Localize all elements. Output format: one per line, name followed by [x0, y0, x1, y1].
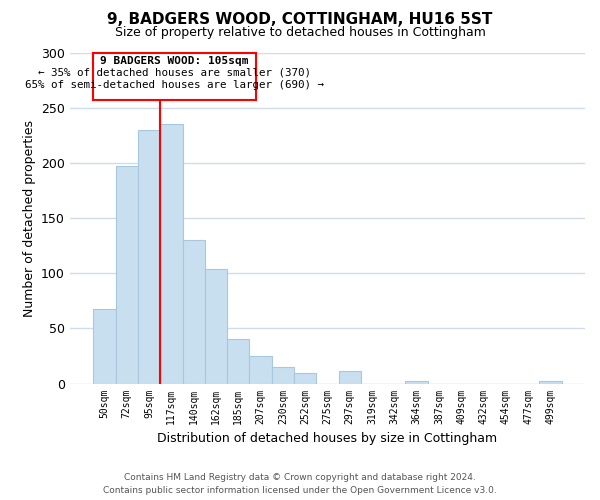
FancyBboxPatch shape: [94, 52, 256, 100]
Bar: [406, 382, 428, 384]
Text: 9, BADGERS WOOD, COTTINGHAM, HU16 5ST: 9, BADGERS WOOD, COTTINGHAM, HU16 5ST: [107, 12, 493, 28]
Bar: [294, 372, 316, 384]
Text: Size of property relative to detached houses in Cottingham: Size of property relative to detached ho…: [115, 26, 485, 39]
Bar: [160, 124, 182, 384]
Bar: [205, 269, 227, 384]
Text: 9 BADGERS WOOD: 105sqm: 9 BADGERS WOOD: 105sqm: [100, 56, 249, 66]
Bar: [338, 372, 361, 384]
X-axis label: Distribution of detached houses by size in Cottingham: Distribution of detached houses by size …: [157, 432, 497, 445]
Y-axis label: Number of detached properties: Number of detached properties: [23, 120, 35, 316]
Bar: [272, 367, 294, 384]
Bar: [250, 356, 272, 384]
Text: ← 35% of detached houses are smaller (370): ← 35% of detached houses are smaller (37…: [38, 68, 311, 78]
Bar: [182, 240, 205, 384]
Bar: [539, 382, 562, 384]
Text: 65% of semi-detached houses are larger (690) →: 65% of semi-detached houses are larger (…: [25, 80, 324, 90]
Bar: [94, 308, 116, 384]
Bar: [227, 340, 250, 384]
Text: Contains HM Land Registry data © Crown copyright and database right 2024.
Contai: Contains HM Land Registry data © Crown c…: [103, 473, 497, 495]
Bar: [138, 130, 160, 384]
Bar: [116, 166, 138, 384]
